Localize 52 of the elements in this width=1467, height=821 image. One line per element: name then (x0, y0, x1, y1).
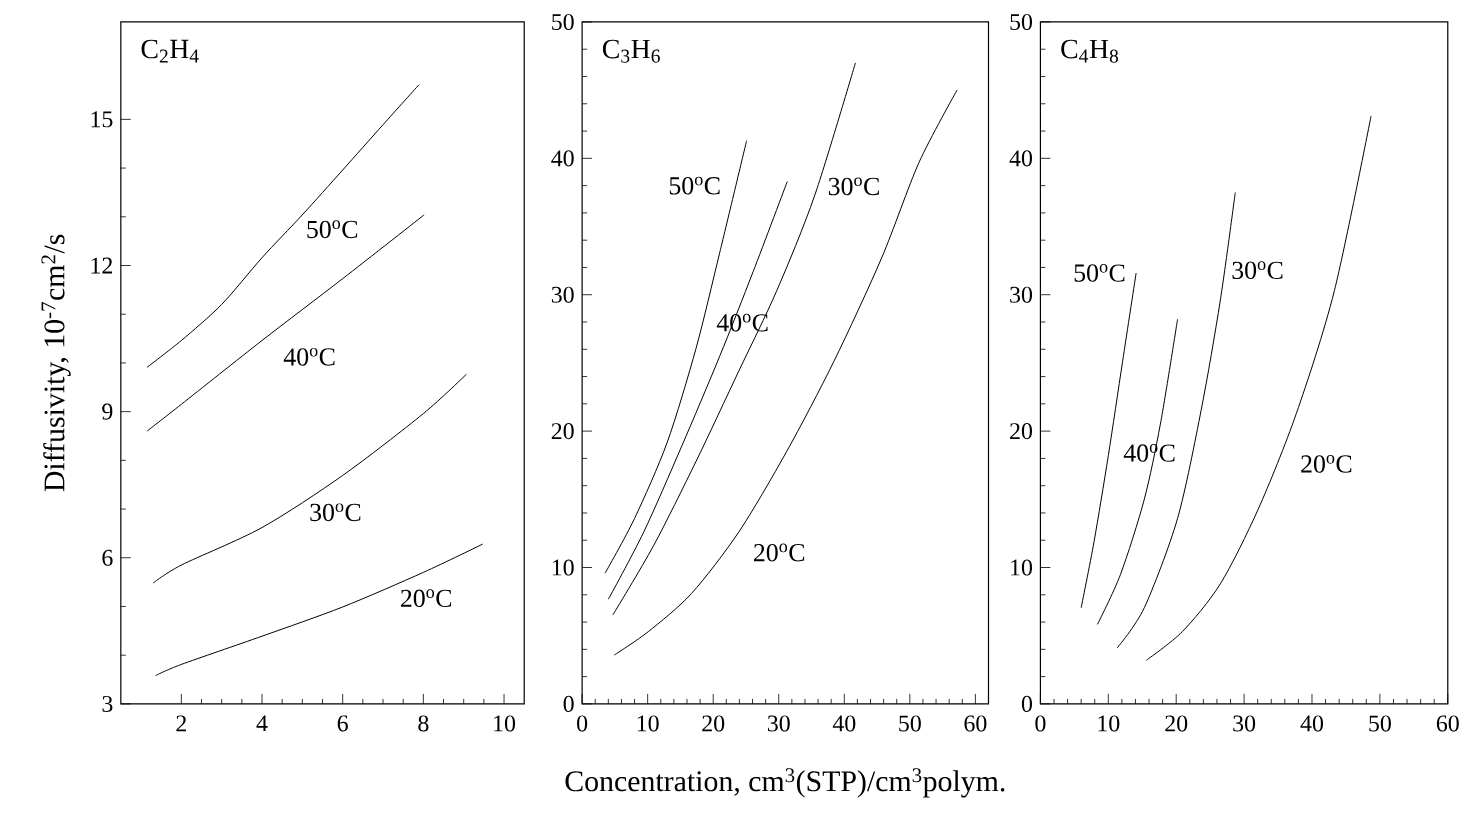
x-tick-label: 6 (337, 715, 348, 732)
text: C$_{3}$H$_{6}$ (602, 39, 660, 63)
series-label: 40$^{o}$C (283, 348, 335, 366)
y-tick-label: 12 (91, 257, 113, 274)
y-tick-label: 50 (552, 14, 574, 31)
series-label: 30$^{o}$C (1232, 261, 1283, 280)
x-tick-label: 60 (1436, 715, 1459, 732)
y-tick-label: 20 (551, 423, 574, 440)
series-label: 50$^{o}$C (307, 220, 358, 239)
x-tick-label: 20 (1165, 715, 1188, 732)
y-tick-label: 6 (102, 549, 113, 566)
y-tick-label: 40 (1009, 150, 1033, 167)
series-label: 30$^{o}$C (828, 177, 879, 196)
x-tick-label: 0 (1035, 715, 1046, 732)
x-tick-label: 30 (1233, 715, 1256, 732)
y-tick-label: 3 (102, 696, 113, 713)
y-tick-label: 15 (91, 111, 113, 128)
x-tick-label: 50 (1369, 715, 1391, 732)
x-tick-label: 20 (702, 715, 725, 732)
x-tick-label: 8 (418, 715, 429, 732)
series-label: 20$^{o}$C (400, 589, 452, 608)
y-tick-label: 0 (1021, 695, 1033, 713)
x-tick-label: 10 (637, 715, 659, 732)
x-tick-label: 40 (832, 715, 856, 732)
y-axis-title: Diffusivity, 10$^{-7}$cm$^{2}$/s (41, 234, 71, 492)
x-tick-label: 30 (767, 715, 790, 732)
series-label: 50$^{o}$C (669, 176, 720, 195)
text: C$_{4}$H$_{8}$ (1061, 39, 1119, 63)
series-label: 40$^{o}$C (716, 313, 768, 332)
x-tick-label: 4 (256, 715, 268, 732)
x-tick-label: 40 (1300, 715, 1324, 732)
y-tick-label: 50 (1010, 14, 1033, 31)
series-label: 20$^{o}$C (754, 543, 805, 562)
x-tick-label: 2 (176, 715, 186, 732)
x-tick-label: 0 (577, 715, 588, 732)
y-tick-label: 10 (552, 559, 574, 576)
x-tick-label: 10 (494, 715, 516, 732)
series-label: 30$^{o}$C (310, 503, 361, 522)
x-tick-label: 10 (1098, 715, 1120, 732)
x-tick-label: 60 (964, 715, 987, 732)
x-axis-title: Concentration, cm$^{3}$(STP)/cm$^{3}$polym. (565, 768, 1005, 798)
legend-label: 50$^{o}$C (1074, 264, 1125, 282)
y-tick-label: 10 (1011, 559, 1033, 576)
series-label: 20$^{o}$C (1301, 455, 1352, 473)
y-tick-label: 0 (563, 695, 574, 713)
text: C$_{2}$H$_{4}$ (141, 39, 199, 63)
y-tick-label: 30 (1010, 286, 1033, 303)
y-tick-label: 40 (551, 150, 574, 167)
y-tick-label: 20 (1010, 423, 1033, 440)
y-tick-label: 9 (102, 403, 113, 420)
y-tick-label: 30 (551, 286, 574, 303)
x-tick-label: 50 (899, 715, 921, 732)
